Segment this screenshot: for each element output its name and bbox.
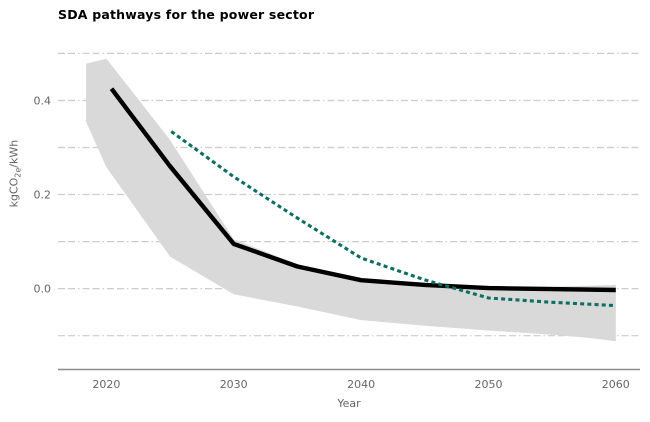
x-tick-label: 2050 [475,378,503,391]
uncertainty-band [86,58,616,342]
y-tick-label: 0.2 [34,189,52,202]
chart-title: SDA pathways for the power sector [58,7,315,22]
x-tick-label: 2060 [602,378,630,391]
x-axis-label: Year [337,397,361,410]
x-tick-label: 2040 [347,378,375,391]
y-axis-label-subscript: 2e [13,167,23,178]
y-axis-label: kgCO2e/kWh [7,119,22,229]
y-tick-label: 0.0 [34,283,52,296]
dashed-target-pathway-line [170,130,616,308]
x-tick-label: 2030 [220,378,248,391]
x-tick-label: 2020 [92,378,120,391]
y-axis-label-text: kgCO [7,177,21,208]
y-tick-label: 0.4 [34,95,52,108]
y-axis-label-unit: /kWh [7,139,21,168]
solid-pathway-line [109,87,616,293]
